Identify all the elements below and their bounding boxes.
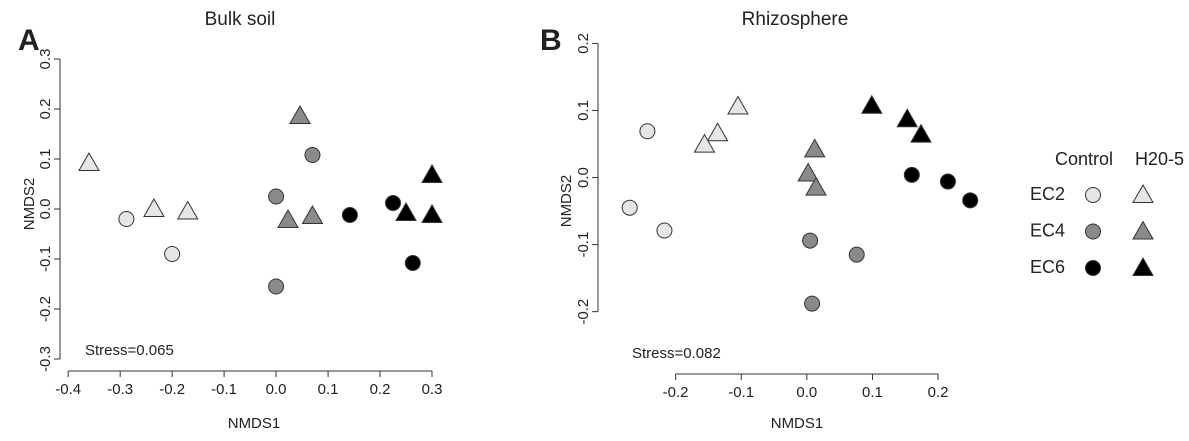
- y-tick-label: -0.1: [37, 246, 54, 272]
- y-tick-label: 0.2: [37, 99, 54, 120]
- legend-marker: [1132, 220, 1154, 240]
- legend-header: Control: [1055, 149, 1113, 169]
- data-point: [910, 123, 932, 143]
- data-point: [848, 246, 865, 263]
- data-point: [421, 163, 443, 183]
- x-tick-label: -0.4: [55, 381, 81, 398]
- legend-marker: [1085, 187, 1101, 203]
- data-point: [395, 201, 417, 221]
- y-tick-label: 0.1: [575, 100, 592, 121]
- data-point: [706, 122, 729, 142]
- legend-marker: [1132, 183, 1154, 203]
- data-point: [656, 222, 673, 239]
- data-point: [301, 204, 324, 224]
- x-tick-label: -0.2: [159, 381, 185, 398]
- data-point: [804, 295, 821, 312]
- data-point: [78, 151, 100, 171]
- y-tick-label: -0.3: [37, 346, 54, 372]
- data-point: [962, 192, 979, 209]
- chart-title: Rhizosphere: [742, 9, 849, 30]
- x-tick-label: 0.1: [862, 384, 883, 401]
- legend-label: EC2: [1030, 184, 1065, 204]
- data-point: [164, 246, 181, 262]
- x-tick-label: 0.1: [318, 381, 339, 398]
- legend-marker: [1085, 260, 1101, 276]
- data-point: [268, 188, 285, 205]
- data-point: [176, 200, 199, 220]
- panel-label: A: [18, 24, 40, 57]
- x-tick-label: -0.2: [663, 384, 689, 401]
- x-tick-label: 0.2: [928, 384, 949, 401]
- x-axis-label: NMDS1: [771, 415, 824, 432]
- data-point: [289, 104, 311, 124]
- data-point: [268, 278, 285, 295]
- data-point: [143, 197, 165, 217]
- data-point: [860, 94, 883, 114]
- data-point: [304, 147, 321, 163]
- x-tick-label: 0.0: [796, 384, 817, 401]
- data-point: [797, 162, 820, 182]
- panel-label: B: [540, 24, 562, 57]
- data-point: [802, 232, 819, 249]
- data-point: [939, 173, 956, 190]
- data-point: [385, 195, 402, 211]
- y-tick-label: 0.0: [37, 199, 54, 220]
- y-tick-label: 0.0: [575, 167, 592, 188]
- x-tick-label: 0.2: [370, 381, 391, 398]
- legend-marker: [1132, 256, 1154, 276]
- data-point: [118, 211, 135, 227]
- y-tick-label: 0.1: [37, 149, 54, 170]
- x-tick-label: 0.0: [266, 381, 287, 398]
- data-point: [639, 123, 656, 140]
- y-tick-label: -0.2: [575, 299, 592, 325]
- x-tick-label: -0.1: [728, 384, 754, 401]
- x-tick-label: 0.3: [422, 381, 443, 398]
- y-tick-label: -0.2: [37, 296, 54, 322]
- data-point: [903, 166, 920, 183]
- stress-annotation: Stress=0.065: [85, 342, 174, 359]
- y-tick-label: -0.1: [575, 232, 592, 258]
- y-tick-label: 0.2: [575, 33, 592, 54]
- data-point: [693, 133, 716, 153]
- chart-title: Bulk soil: [205, 9, 276, 30]
- x-tick-label: -0.3: [107, 381, 133, 398]
- data-point: [805, 176, 827, 196]
- stress-annotation: Stress=0.082: [632, 345, 721, 362]
- data-point: [727, 95, 749, 115]
- x-tick-label: -0.1: [211, 381, 237, 398]
- data-point: [341, 207, 358, 223]
- legend-header: H20-5: [1135, 149, 1184, 169]
- data-point: [896, 108, 919, 128]
- legend-marker: [1085, 223, 1101, 240]
- legend-label: EC6: [1030, 257, 1065, 277]
- data-point: [421, 203, 443, 223]
- data-point: [404, 255, 421, 271]
- data-point: [621, 199, 638, 216]
- y-axis-label: NMDS2: [21, 178, 38, 231]
- y-axis-label: NMDS2: [558, 175, 575, 228]
- data-point: [803, 138, 826, 158]
- y-tick-label: 0.3: [37, 49, 54, 70]
- x-axis-label: NMDS1: [228, 415, 281, 432]
- legend-label: EC4: [1030, 220, 1065, 240]
- data-point: [277, 208, 299, 228]
